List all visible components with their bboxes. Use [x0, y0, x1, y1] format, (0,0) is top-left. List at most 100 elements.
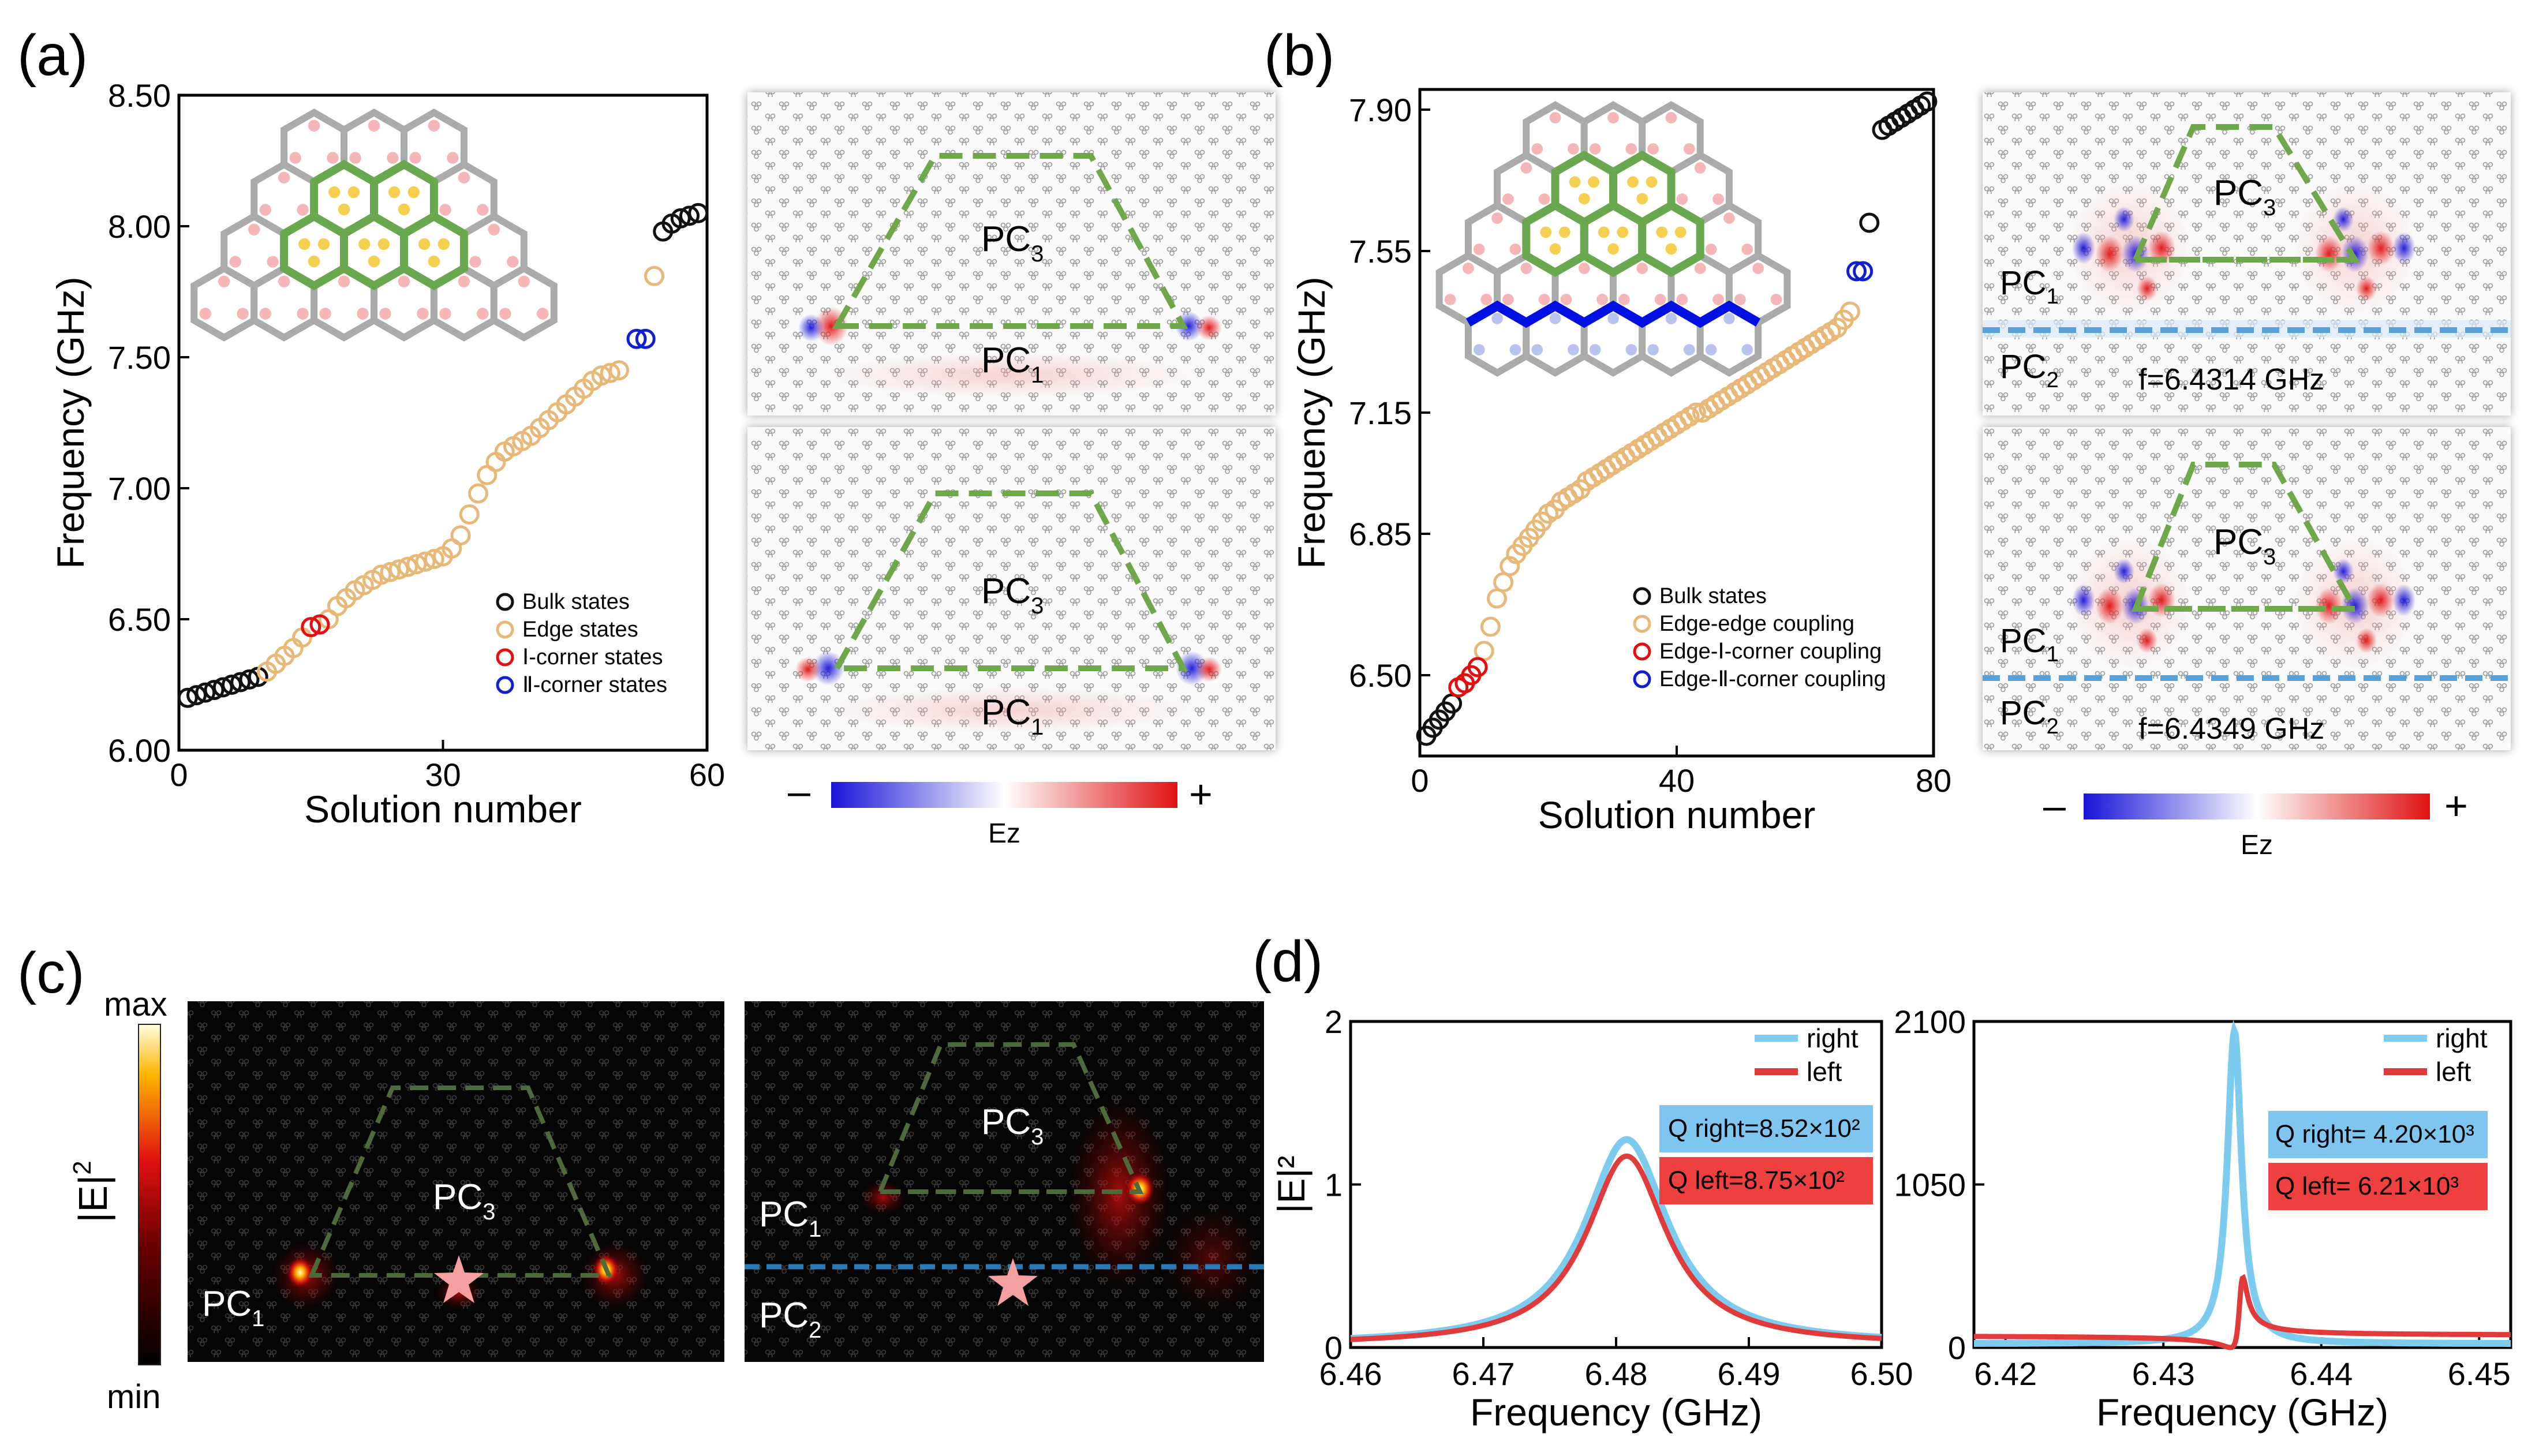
a-rod	[488, 223, 500, 235]
a-legend-marker	[496, 620, 514, 639]
b-xtick-label: 80	[1916, 762, 1951, 799]
a-point	[450, 525, 471, 546]
panel-a-colorbar-plus: +	[1189, 772, 1213, 817]
a-rod	[439, 308, 451, 320]
panel-b-colorbar-label: Ez	[2241, 830, 2273, 860]
a-point	[222, 675, 242, 695]
d-left-xtick-label: 6.47	[1452, 1356, 1515, 1392]
a-point	[195, 682, 216, 703]
a-rod	[328, 186, 341, 199]
a-ytick-label: 8.00	[108, 208, 171, 245]
panel-c-label: (c)	[17, 941, 85, 1005]
b-rod	[1578, 263, 1590, 274]
panel-d-left-plot: 0 1 2 6.46 6.47 6.48 6.49 6.50 Frequency (GHz) |E…	[1270, 1004, 1913, 1433]
b-rod	[1646, 176, 1658, 188]
b-legend-entry: Edge-Ⅱ-corner coupling	[1659, 667, 1886, 691]
b-rod	[1741, 344, 1753, 355]
panel-b-colorbar-minus: –	[2043, 783, 2066, 828]
a-rod	[289, 152, 301, 164]
panel-d-right-plot: 0 1050 2100 6.42 6.43 6.44 6.45 Frequency (GHz)…	[1894, 1004, 2512, 1433]
d-right-xtick-label: 6.44	[2290, 1356, 2353, 1392]
panel-c-left-source-star	[434, 1255, 484, 1303]
a-rod	[358, 238, 371, 250]
a-ylabel: Frequency (GHz)	[49, 276, 92, 568]
a-rod	[409, 152, 421, 164]
panel-d-label: (d)	[1252, 929, 1323, 994]
a-ytick-label: 7.00	[108, 470, 171, 507]
b-rod	[1723, 212, 1735, 224]
a-rod	[477, 308, 489, 320]
b-ytick-label: 7.90	[1349, 92, 1412, 128]
a-point	[670, 208, 691, 229]
b-rod	[1560, 294, 1572, 305]
panel-b-scatter-plot: 6.50 6.85 7.15 7.55 7.90 0 40 80 Solution number…	[1290, 88, 1951, 836]
panel-b-top-frequency: f=6.4314 GHz	[2138, 363, 2324, 396]
panel-d-right-q-right-box: Q right= 4.20×10³	[2268, 1111, 2488, 1158]
panel-b-bottom-pc3-label: PC3	[2213, 522, 2276, 570]
b-rod	[1538, 294, 1550, 305]
b-rod	[1589, 143, 1601, 155]
a-ytick-label: 7.50	[108, 339, 171, 376]
d-right-series-right	[1974, 1020, 2511, 1347]
a-rod	[297, 204, 309, 216]
panel-c-right-pc3-label: PC3	[981, 1102, 1044, 1150]
panel-b-colorbar	[2084, 793, 2430, 819]
d-right-ytick-label: 1050	[1894, 1167, 1966, 1203]
a-rod	[507, 256, 519, 268]
b-rod	[1694, 263, 1706, 274]
a-rod	[278, 275, 290, 287]
panel-b-label: (b)	[1264, 23, 1334, 88]
d-right-xtick-label: 6.42	[1974, 1356, 2037, 1392]
a-legend-marker	[496, 593, 514, 611]
d-left-xlabel: Frequency (GHz)	[1470, 1391, 1762, 1433]
b-legend-entry: Edge-Ⅰ-corner coupling	[1659, 639, 1882, 664]
b-rod	[1625, 344, 1637, 355]
d-left-legend-entry: right	[1807, 1023, 1859, 1053]
a-rod	[428, 255, 440, 268]
b-rod	[1520, 263, 1532, 274]
a-point	[204, 680, 225, 701]
a-rod	[368, 119, 380, 132]
panel-a-trapezoid-top	[832, 153, 1188, 329]
a-rod	[458, 275, 470, 287]
d-right-xtick-label: 6.43	[2132, 1356, 2195, 1392]
a-rod	[418, 238, 431, 250]
b-rod	[1549, 243, 1561, 255]
a-point	[301, 617, 321, 638]
panel-a-top-pc1-label: PC1	[981, 340, 1044, 388]
a-point	[309, 614, 330, 635]
panel-a-lattice-inset	[190, 108, 558, 342]
a-ytick-label: 8.50	[108, 77, 171, 114]
a-point	[688, 203, 709, 223]
a-legend-marker	[496, 676, 514, 694]
a-rod	[447, 152, 459, 164]
b-rod	[1665, 112, 1677, 123]
b-rod	[1625, 143, 1637, 155]
a-legend-entry: Ⅰ-corner states	[522, 645, 663, 669]
panel-c-right-source-star	[988, 1258, 1038, 1306]
a-rod	[298, 238, 311, 250]
a-point	[635, 328, 656, 349]
d-left-ytick-label: 2	[1325, 1004, 1343, 1040]
a-point	[371, 564, 392, 585]
b-ytick-label: 7.15	[1349, 395, 1412, 431]
a-rod	[368, 255, 380, 268]
a-hex-cell-highlight	[400, 211, 468, 291]
panel-b-top-pc3-label: PC3	[2213, 173, 2276, 220]
b-rod	[1598, 226, 1610, 238]
a-legend-entry: Ⅱ-corner states	[522, 673, 667, 697]
a-ytick-label: 6.50	[108, 601, 171, 638]
d-left-ylabel: |E|²	[1270, 1155, 1312, 1213]
a-rod	[218, 275, 230, 287]
a-rod	[308, 255, 320, 268]
b-rod	[1617, 226, 1629, 238]
panel-a-colorbar-minus: –	[788, 769, 810, 814]
b-xtick-label: 40	[1659, 762, 1695, 799]
b-legend-marker	[1633, 670, 1651, 688]
b-legend-entry: Bulk states	[1659, 584, 1767, 608]
a-point	[388, 559, 409, 580]
b-ytick-label: 6.50	[1349, 657, 1412, 694]
b-rod	[1734, 294, 1746, 305]
b-rod	[1596, 294, 1608, 305]
b-rod	[1770, 294, 1782, 305]
